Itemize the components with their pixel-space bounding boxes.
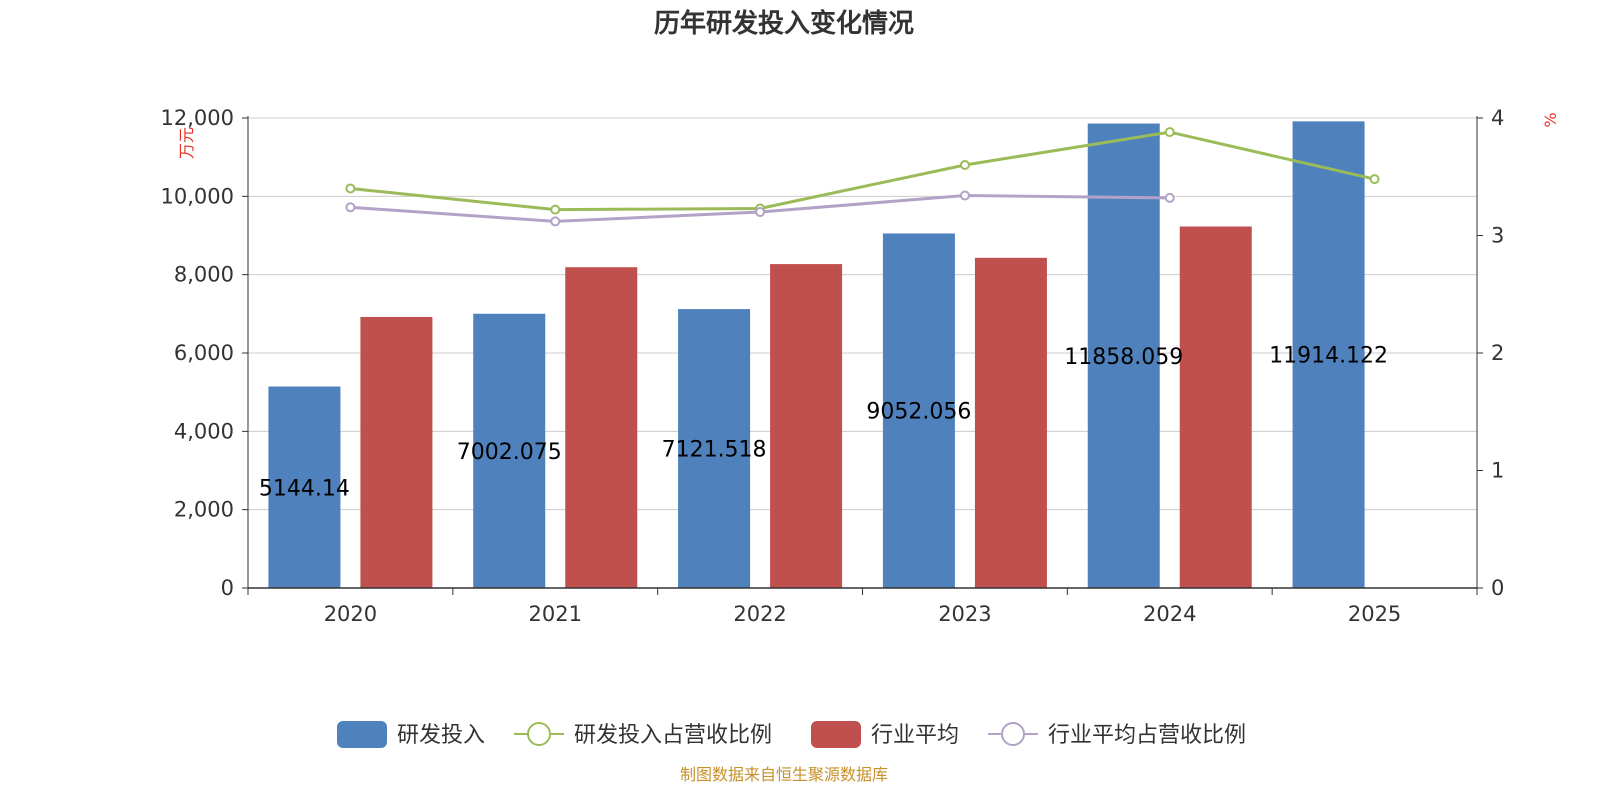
line-point [550,204,561,215]
legend-item[interactable]: 行业平均 [811,721,959,748]
bar-rd [1087,123,1160,588]
x-tick-label: 2021 [529,602,582,626]
line-point [1164,127,1175,138]
bar-data-label: 7121.518 [662,438,767,463]
legend-label: 研发投入占营收比例 [574,723,772,748]
line-point [550,216,561,227]
bar-industry [770,264,843,588]
line-point [345,183,356,194]
y-left-tick-label: 0 [221,576,234,600]
bar-rd [882,233,955,589]
bar-rd [473,313,546,588]
y-left-unit: 万元 [177,127,196,159]
bar-rd [678,309,751,588]
x-tick-label: 2025 [1348,602,1401,626]
line-point [959,190,970,201]
y-right-tick-label: 1 [1491,459,1504,483]
legend-swatch [811,721,861,748]
chart-title: 历年研发投入变化情况 [654,8,914,39]
legend-item[interactable]: 行业平均占营收比例 [988,722,1246,748]
line-point [959,160,970,170]
line-point [345,202,356,213]
line-point [755,207,766,217]
bar-industry [974,257,1047,588]
legend-label: 行业平均占营收比例 [1048,723,1246,748]
bar-data-label: 7002.075 [457,440,562,465]
y-right-tick-label: 0 [1491,576,1504,600]
bar-rd [268,386,341,588]
y-left-tick-label: 4,000 [174,419,234,443]
bar-data-label: 11858.059 [1064,345,1183,370]
legend[interactable]: 研发投入 研发投入占营收比例 行业平均 行业平均占营收比例 [337,721,1246,748]
gridlines [248,117,1477,511]
y-left-axis: 0 2,000 4,000 6,000 8,000 10,000 12,000 [161,106,249,600]
bar-rd [1292,121,1365,588]
y-left-tick-label: 6,000 [174,341,234,365]
x-tick-label: 2024 [1143,602,1196,626]
y-left-tick-label: 8,000 [174,263,234,287]
y-left-tick-label: 2,000 [174,498,234,522]
bar-industry [360,316,433,588]
y-right-tick-label: 2 [1491,341,1504,365]
y-right-unit: % [1541,112,1560,127]
legend-item[interactable]: 研发投入 [337,721,485,748]
legend-label: 研发投入 [397,723,485,748]
lines [345,127,1380,227]
bar-industry [565,267,638,588]
line-point [1369,174,1380,185]
x-tick-label: 2023 [938,602,991,626]
x-tick-label: 2020 [324,602,377,626]
bar-data-label: 11914.122 [1269,344,1388,369]
y-right-tick-label: 3 [1491,224,1504,248]
x-axis: 2020 2021 2022 2023 2024 2025 [247,587,1478,626]
legend-marker [527,722,551,746]
bar-industry [1179,226,1252,588]
legend-item[interactable]: 研发投入占营收比例 [514,722,772,748]
y-left-tick-label: 10,000 [161,184,234,208]
line-point [1164,192,1175,203]
y-left-tick-label: 12,000 [161,106,234,130]
line-rd-ratio [350,130,1375,212]
x-tick-label: 2022 [733,602,786,626]
y-right-tick-label: 4 [1491,106,1504,130]
source-note: 制图数据来自恒生聚源数据库 [680,765,888,784]
bars [268,121,1365,589]
bar-data-label: 9052.056 [866,400,971,425]
bar-data-label: 5144.14 [259,476,350,501]
legend-label: 行业平均 [871,723,959,748]
legend-marker [1001,722,1025,746]
data-labels: 5144.14 7002.075 7121.518 9052.056 11858.059… [259,344,1388,502]
y-right-axis: 0 1 2 3 4 [1476,106,1504,600]
legend-swatch [337,721,387,748]
